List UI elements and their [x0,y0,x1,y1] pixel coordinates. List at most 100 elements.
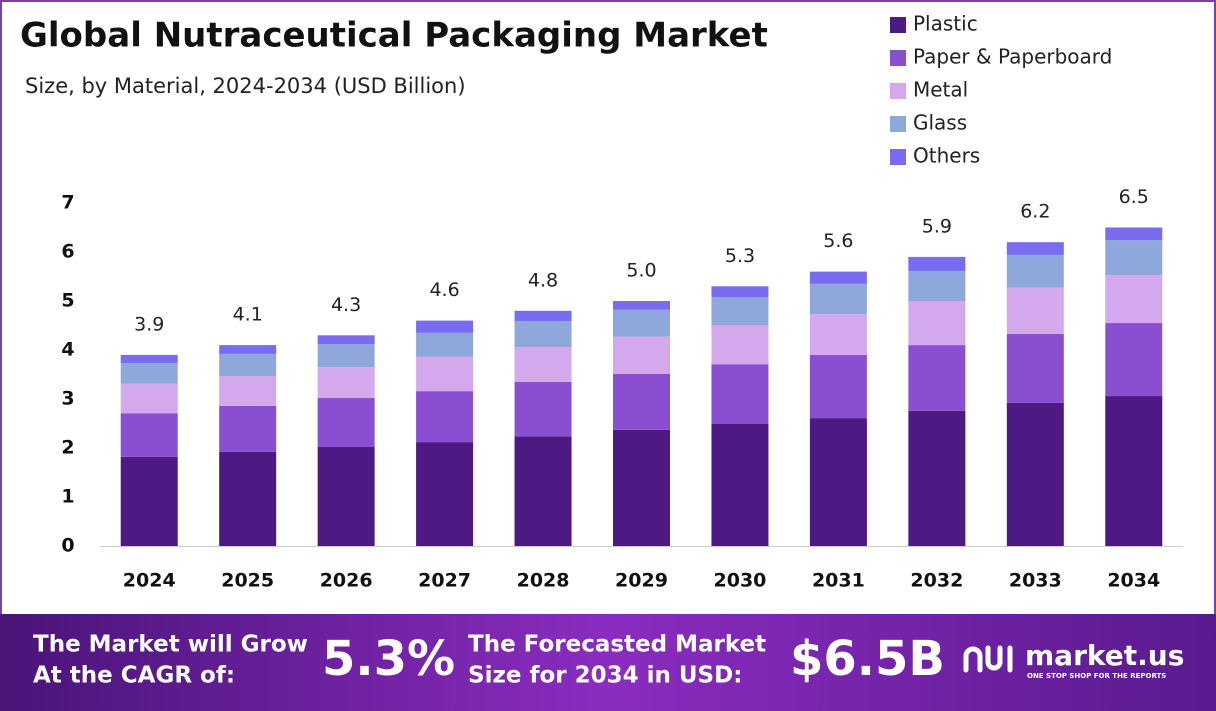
legend-swatch [890,17,906,33]
plot: 0 1 2 3 4 5 6 7 2024 3.9 2025 4.1 2026 4.3 2027 4.6 2028… [61,186,1163,592]
bar-segment [1105,227,1163,241]
total-label: 4.1 [233,304,263,326]
bar-segment [1105,323,1163,397]
legend-swatch [890,50,906,66]
x-tick-label: 2029 [615,570,668,592]
bar-segment [416,356,474,392]
cagr-text: The Market will Grow [33,632,308,658]
bar-segment [1105,396,1163,546]
total-label: 4.3 [331,294,361,316]
bar-segment [514,381,572,437]
forecast-value: $6.5B [790,631,945,687]
bar-segment [1006,242,1064,255]
x-tick-label: 2034 [1107,570,1160,592]
bar-segment [416,442,474,546]
total-label: 4.6 [429,279,459,301]
chart-title: Global Nutraceutical Packaging Market [20,16,768,56]
bar-segment [1006,254,1064,288]
y-tick-label: 5 [61,290,74,312]
bar-segment [711,297,769,326]
total-label: 6.5 [1119,186,1149,208]
y-tick-label: 1 [61,486,74,508]
x-tick-label: 2025 [221,570,274,592]
bar-segment [1006,402,1064,546]
total-label: 4.8 [528,269,558,291]
bar-segment [809,271,867,284]
bar-segment [514,321,572,348]
bar-segment [416,391,474,443]
bar-segment [711,325,769,365]
logo-icon [963,645,1013,673]
bar-segment [711,423,769,546]
x-tick-label: 2033 [1009,570,1062,592]
bar-segment [219,353,277,376]
bar-segment [1105,240,1163,276]
bar-segment [219,451,277,546]
x-tick-label: 2027 [418,570,471,592]
bar-segment [317,398,375,448]
bar-segment [1006,287,1064,334]
bar-segment [613,301,670,310]
tagline: ONE STOP SHOP FOR THE REPORTS [1027,672,1166,680]
bar-segment [613,374,670,430]
total-label: 3.9 [134,313,164,335]
bar-segment [613,429,670,546]
cagr-text: At the CAGR of: [33,663,235,689]
y-tick-label: 3 [61,388,74,410]
bar-segment [219,375,277,406]
total-label: 5.6 [823,230,853,252]
bar-segment [317,447,375,546]
legend: Plastic Paper & Paperboard Metal Glass Other… [890,12,1112,168]
bar-segment [908,271,966,301]
legend-label: Glass [913,111,967,135]
total-label: 5.9 [922,215,952,237]
legend-label: Metal [913,78,968,102]
bar-segment [613,309,670,337]
bar-segment [219,345,277,354]
bar-segment [514,436,572,546]
bar-segment [120,363,178,384]
bar-segment [514,310,572,322]
bar-segment [908,256,966,272]
bar-segment [613,336,670,375]
cagr-value: 5.3% [322,631,455,687]
bar-segment [120,413,178,457]
bar-segment [514,347,572,382]
bar-segment [416,332,474,357]
legend-swatch [890,116,906,132]
chart-subtitle: Size, by Material, 2024-2034 (USD Billio… [25,74,466,98]
bar-segment [416,320,474,333]
bar-segment [809,418,867,546]
bar-segment [711,364,769,424]
y-tick-label: 0 [61,535,74,557]
legend-swatch [890,83,906,99]
forecast-text: The Forecasted Market [468,632,766,658]
bar-segment [120,383,178,414]
x-tick-label: 2024 [123,570,176,592]
bar-segment [908,410,966,546]
y-tick-label: 7 [61,192,74,214]
bar-segment [120,456,178,546]
bar-segment [120,354,178,364]
total-label: 5.0 [626,260,656,282]
bar-segment [908,345,966,411]
bar-segment [317,344,375,368]
bar-segment [317,367,375,399]
bar-segment [219,405,277,452]
bar-segment [809,354,867,419]
y-tick-label: 6 [61,241,74,263]
x-tick-label: 2030 [714,570,767,592]
legend-label: Paper & Paperboard [913,45,1112,69]
bar-segment [809,283,867,315]
legend-label: Plastic [913,12,978,36]
bar-segment [317,335,375,345]
total-label: 5.3 [725,245,755,267]
footer-banner [0,614,1216,711]
bar-segment [809,314,867,355]
legend-swatch [890,149,906,165]
bar-segment [711,286,769,298]
brand: market.us [1025,639,1184,672]
x-tick-label: 2032 [910,570,963,592]
